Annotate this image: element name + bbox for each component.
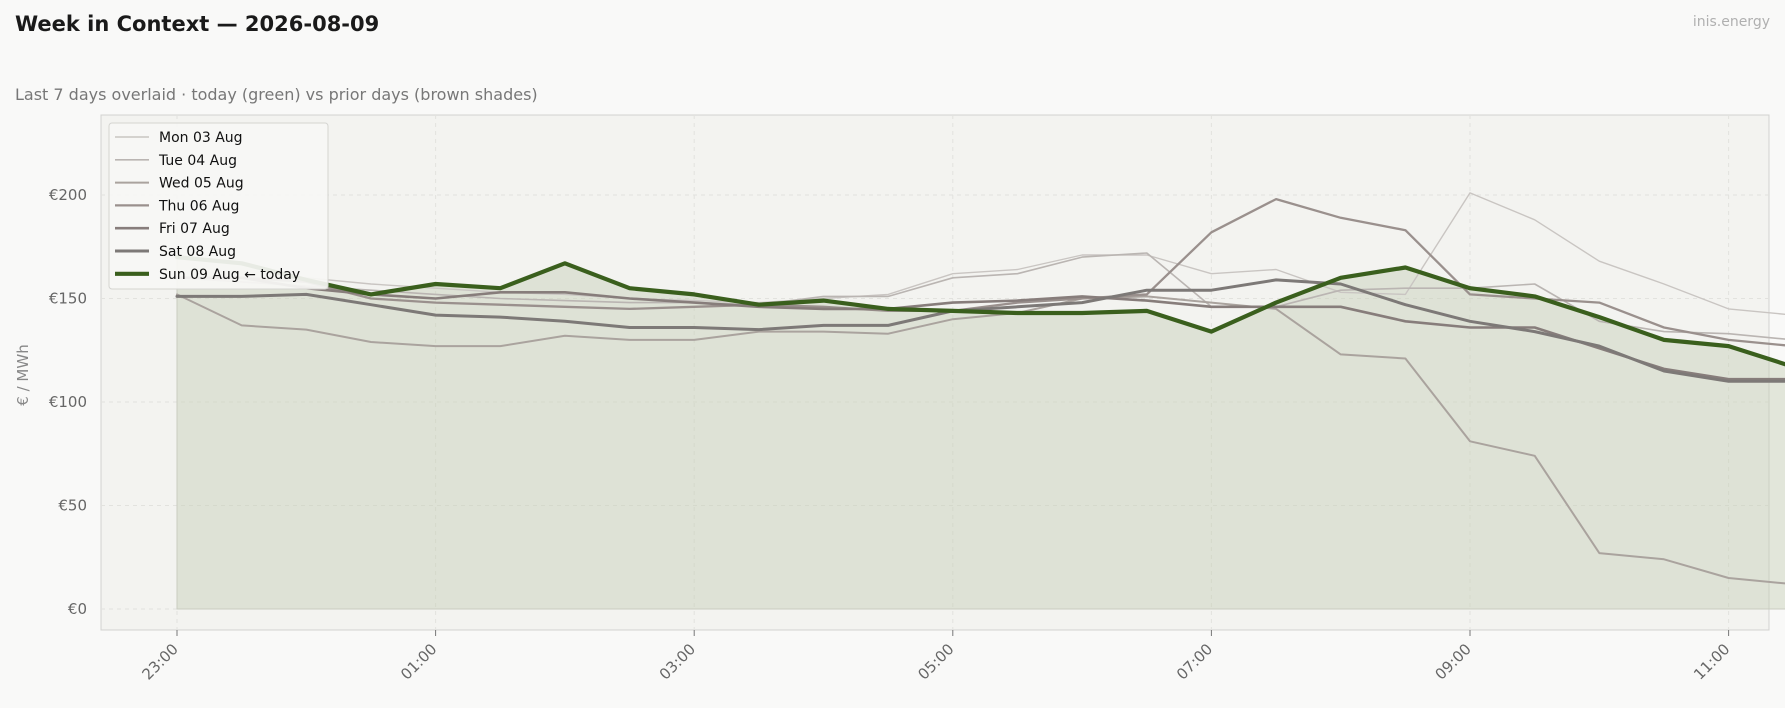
series-line-mon [176, 192, 1785, 316]
brand-watermark: inis.energy [1692, 14, 1770, 30]
x-tick-label: 09:00 [1432, 640, 1475, 683]
plot-area [100, 114, 1770, 631]
x-axis: 23:0001:0003:0005:0007:0009:0011:0013:00… [139, 630, 1733, 683]
y-tick-label: €0 [68, 600, 87, 618]
series-line-today [174, 255, 1785, 367]
x-tick-label: 11:00 [1690, 640, 1733, 683]
series-line-thu [175, 197, 1785, 347]
x-tick-label: 07:00 [1173, 640, 1216, 683]
chart-subtitle: Last 7 days overlaid · today (green) vs … [15, 85, 538, 104]
y-tick-label: €50 [58, 497, 87, 515]
y-tick-label: €150 [49, 290, 87, 308]
legend-label: Wed 05 Aug [159, 176, 244, 192]
x-tick-label: 03:00 [656, 640, 699, 683]
legend-label: Fri 07 Aug [159, 221, 230, 237]
legend-label: Sun 09 Aug ← today [159, 267, 300, 283]
series-line-fri [175, 276, 1785, 381]
legend-box [108, 122, 329, 290]
y-axis-label: € / MWh [14, 344, 32, 405]
x-tick-label: 05:00 [914, 640, 957, 683]
series-line-sat [175, 278, 1785, 383]
legend-label: Mon 03 Aug [159, 130, 243, 146]
page-title: Week in Context — 2026-08-09 [15, 12, 380, 36]
x-tick-label: 23:00 [139, 640, 182, 683]
series-line-wed [176, 293, 1785, 585]
legend: Mon 03 Aug Tue 04 Aug Wed 05 Aug Thu 06 Aug… [108, 122, 329, 290]
legend-label: Tue 04 Aug [158, 153, 237, 169]
x-tick-label: 01:00 [397, 640, 440, 683]
legend-label: Thu 06 Aug [158, 198, 239, 214]
y-tick-label: €100 [49, 393, 87, 411]
y-axis: €0 €50 €100 €150 €200 [49, 186, 87, 618]
y-tick-label: €200 [49, 186, 87, 204]
series-lines [174, 192, 1785, 585]
legend-label: Sat 08 Aug [159, 244, 236, 260]
